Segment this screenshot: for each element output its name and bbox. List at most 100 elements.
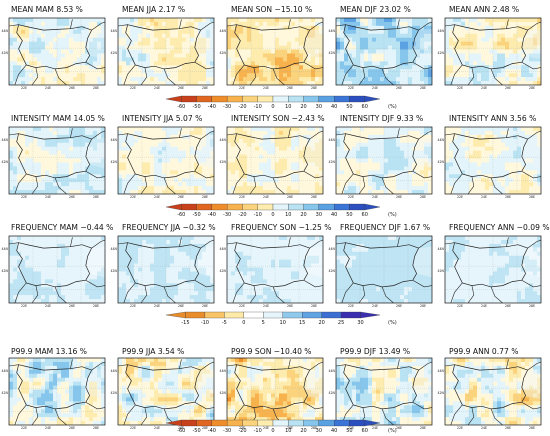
grid-cell	[65, 295, 70, 300]
grid-cell	[202, 158, 207, 163]
grid-cell	[101, 146, 105, 151]
grid-cell	[174, 45, 179, 50]
grid-cell	[210, 178, 214, 183]
grid-cell	[77, 162, 82, 167]
grid-cell	[21, 29, 26, 35]
grid-cell	[45, 25, 50, 31]
grid-cell	[170, 73, 175, 78]
grid-cell	[279, 81, 284, 85]
grid-cell	[392, 18, 397, 23]
grid-cell	[424, 81, 429, 85]
grid-cell	[57, 299, 62, 303]
grid-cell	[101, 45, 105, 50]
grid-cell	[25, 283, 30, 288]
grid-cell	[53, 174, 58, 179]
grid-cell	[85, 142, 90, 147]
grid-cell	[53, 53, 58, 58]
grid-cell	[126, 81, 131, 85]
grid-cell	[493, 45, 498, 50]
grid-cell	[178, 127, 183, 132]
grid-cell	[65, 18, 70, 23]
grid-cell	[158, 251, 163, 256]
grid-cell	[198, 166, 203, 171]
grid-cell	[61, 61, 66, 66]
grid-cell	[416, 77, 421, 82]
grid-cell	[138, 146, 143, 151]
grid-cell	[340, 77, 345, 82]
grid-cell	[416, 127, 421, 132]
grid-cell	[154, 21, 159, 27]
grid-cell	[380, 73, 385, 78]
grid-cell	[138, 263, 143, 268]
grid-cell	[29, 299, 34, 303]
grid-cell	[400, 178, 405, 183]
grid-cell	[53, 283, 58, 288]
grid-cell	[461, 154, 466, 159]
grid-cell	[182, 255, 187, 260]
grid-cell	[396, 61, 401, 66]
grid-cell	[311, 154, 316, 159]
grid-cell	[49, 287, 54, 292]
grid-cell	[368, 25, 373, 31]
grid-cell	[279, 154, 284, 159]
grid-cell	[77, 138, 82, 144]
grid-cell	[517, 61, 522, 66]
grid-cell	[53, 162, 58, 167]
grid-cell	[77, 283, 82, 288]
grid-cell	[267, 190, 272, 194]
grid-cell	[235, 77, 240, 82]
grid-cell	[138, 174, 143, 179]
grid-cell	[465, 25, 470, 31]
gridded-field	[445, 18, 541, 85]
grid-cell	[138, 37, 143, 42]
grid-cell	[340, 134, 345, 140]
grid-cell	[198, 134, 203, 140]
grid-cell	[77, 287, 82, 292]
grid-cell	[190, 41, 195, 46]
grid-cell	[352, 127, 357, 132]
grid-cell	[53, 18, 58, 23]
grid-cell	[122, 186, 127, 191]
grid-cell	[227, 146, 232, 151]
grid-cell	[489, 53, 494, 58]
grid-cell	[453, 190, 458, 194]
grid-cell	[41, 49, 46, 54]
grid-cell	[130, 37, 135, 42]
grid-cell	[275, 146, 280, 151]
grid-cell	[453, 178, 458, 183]
grid-cell	[25, 291, 30, 296]
grid-cell	[396, 65, 401, 70]
grid-cell	[336, 146, 341, 151]
grid-cell	[37, 130, 42, 136]
grid-cell	[9, 37, 14, 42]
grid-cell	[33, 57, 38, 62]
grid-cell	[400, 21, 405, 27]
grid-cell	[37, 21, 42, 27]
grid-cell	[89, 239, 94, 245]
grid-cell	[384, 33, 389, 38]
grid-cell	[408, 186, 413, 191]
grid-cell	[271, 162, 276, 167]
grid-cell	[449, 53, 454, 58]
grid-cell	[384, 37, 389, 42]
grid-cell	[130, 18, 135, 23]
grid-cell	[21, 263, 26, 268]
grid-cell	[25, 45, 30, 50]
grid-cell	[202, 33, 207, 38]
x-tick-label: 22E	[130, 195, 136, 199]
grid-cell	[150, 162, 155, 167]
grid-cell	[37, 37, 42, 42]
colorbar-extend-low	[165, 203, 182, 211]
grid-cell	[259, 158, 264, 163]
grid-cell	[384, 134, 389, 140]
grid-cell	[186, 127, 191, 132]
grid-cell	[166, 251, 171, 256]
grid-cell	[210, 45, 214, 50]
grid-cell	[122, 142, 127, 147]
grid-cell	[202, 166, 207, 171]
grid-cell	[33, 287, 38, 292]
grid-cell	[384, 29, 389, 35]
grid-cell	[73, 158, 78, 163]
grid-cell	[279, 18, 284, 23]
grid-cell	[174, 53, 179, 58]
